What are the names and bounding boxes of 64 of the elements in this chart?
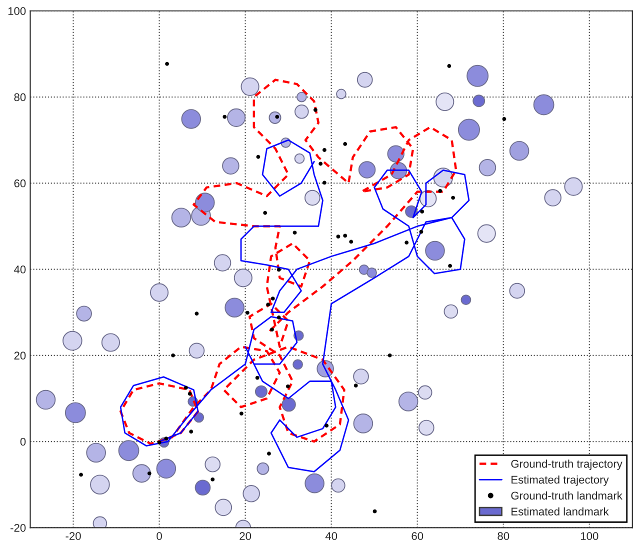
x-tick-label: 0 [156,532,162,540]
x-tick-label: 20 [240,532,252,540]
y-tick-label: 40 [14,266,26,274]
x-tick-label: 100 [580,532,598,540]
point [210,477,215,482]
point [448,264,452,268]
point [292,230,297,235]
y-tick-label: 60 [14,179,26,188]
point [147,471,152,476]
point [404,240,409,245]
point [165,62,170,66]
point [447,64,452,68]
x-tick-label: -20 [66,532,81,540]
legend-label: Ground-truth landmark [511,491,622,500]
point [451,196,456,200]
point [343,234,348,238]
line-series [120,139,470,472]
point [276,316,281,320]
point [343,142,348,146]
legend-label: Estimated landmark [512,507,609,516]
point [354,384,358,388]
point [388,353,392,358]
point [246,310,250,315]
point [286,384,290,388]
point [270,328,274,332]
point [322,180,326,185]
point [372,509,377,514]
point [239,412,244,416]
y-tick-label: 0 [20,438,26,446]
point [438,188,442,193]
x-tick-label: 40 [325,532,338,540]
point [322,148,326,152]
point [266,302,270,307]
point [276,268,281,272]
point [349,240,354,244]
point [194,312,199,316]
y-tick-label: 80 [14,93,26,102]
point [270,296,275,301]
y-tick-label: -20 [10,524,26,532]
point [79,472,83,477]
y-tick-label: 20 [14,352,26,360]
point [256,154,260,159]
legend-label: Estimated trajectory [512,475,609,486]
point [419,230,424,234]
point [164,436,168,440]
legend-label: Ground-truth trajectory [511,460,622,470]
point [188,392,192,396]
point [336,234,340,239]
point [171,353,176,358]
point [184,386,188,390]
point [267,452,271,456]
y-tick-label: 100 [8,7,26,16]
point [313,108,318,112]
point [502,117,506,121]
point [318,162,323,166]
x-tick-label: 60 [412,532,424,540]
point [157,440,162,444]
point [222,114,227,119]
point [324,424,329,428]
point [189,430,194,434]
point [263,210,268,215]
point [420,210,424,214]
point [255,376,260,380]
x-tick-label: 80 [498,532,510,540]
